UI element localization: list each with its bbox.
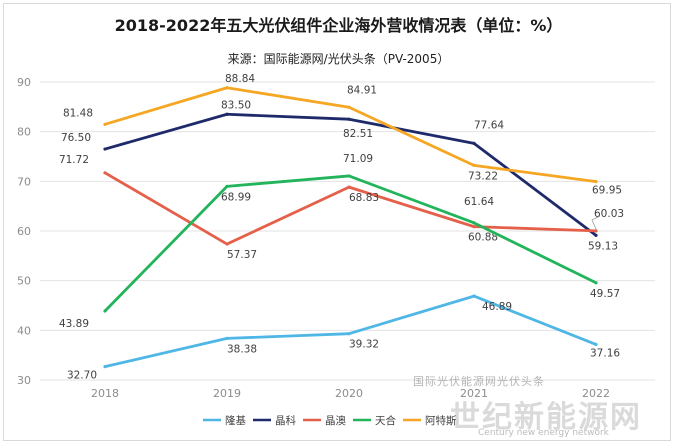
data-label: 68.99 <box>221 191 251 203</box>
legend-label: 隆基 <box>225 414 246 427</box>
data-point <box>103 147 107 151</box>
data-label: 73.22 <box>468 170 498 182</box>
data-label: 46.89 <box>482 301 512 313</box>
data-label: 60.88 <box>468 232 498 244</box>
data-label: 69.95 <box>592 185 622 197</box>
y-tick-label: 30 <box>17 374 31 387</box>
x-tick-label: 2022 <box>582 387 610 400</box>
chart-title: 2018-2022年五大光伏组件企业海外营收情况表（单位：%） <box>114 16 563 35</box>
data-label: 71.72 <box>59 154 89 166</box>
data-label: 82.51 <box>343 128 373 140</box>
y-tick-label: 80 <box>17 126 31 139</box>
watermark-tagline: Century new energy network <box>478 428 609 438</box>
data-point <box>347 332 351 336</box>
y-tick-label: 70 <box>17 175 31 188</box>
data-label: 38.38 <box>227 343 257 355</box>
data-label: 59.13 <box>588 240 618 252</box>
data-label: 77.64 <box>474 119 504 131</box>
x-tick-label: 2021 <box>460 387 488 400</box>
leader-line <box>591 215 601 230</box>
data-label: 60.03 <box>594 208 624 220</box>
data-point <box>225 336 229 340</box>
data-point <box>472 294 476 298</box>
data-label: 39.32 <box>349 339 379 351</box>
data-label: 49.57 <box>590 288 620 300</box>
data-label: 83.50 <box>221 99 251 111</box>
data-point <box>594 281 598 285</box>
data-label: 68.83 <box>349 192 379 204</box>
legend-label: 阿特斯 <box>425 414 457 427</box>
legend-label: 晶澳 <box>325 414 346 427</box>
data-label: 71.09 <box>343 153 373 165</box>
data-point <box>347 105 351 109</box>
data-point <box>225 86 229 90</box>
data-label: 57.37 <box>227 249 257 261</box>
legend-label: 天合 <box>375 414 396 427</box>
data-point <box>594 342 598 347</box>
x-tick-label: 2019 <box>213 387 241 400</box>
chart-frame <box>3 3 671 441</box>
chart-subtitle: 来源：国际能源网/光伏头条（PV-2005） <box>227 52 450 66</box>
y-tick-label: 40 <box>17 324 31 337</box>
data-point <box>472 225 476 229</box>
data-point <box>103 171 107 175</box>
data-label: 84.91 <box>347 84 377 96</box>
x-tick-label: 2020 <box>335 387 363 400</box>
data-point <box>347 174 351 178</box>
data-point <box>225 112 229 116</box>
data-point <box>103 309 107 313</box>
data-point <box>225 184 229 188</box>
data-label: 32.70 <box>67 370 97 382</box>
data-point <box>472 141 476 145</box>
data-point <box>225 242 229 246</box>
data-label: 37.16 <box>590 347 620 359</box>
data-label: 81.48 <box>63 107 93 119</box>
watermark-logo: 世纪新能源网 <box>450 400 642 435</box>
series-line-0 <box>103 294 598 368</box>
data-label: 76.50 <box>61 132 91 144</box>
series-line-2 <box>103 171 598 246</box>
data-point <box>594 179 598 184</box>
data-label: 61.64 <box>464 196 494 208</box>
data-point <box>103 364 107 369</box>
data-point <box>103 122 107 126</box>
data-point <box>347 117 351 121</box>
legend-label: 晶科 <box>275 414 296 427</box>
data-point <box>594 233 598 237</box>
x-tick-label: 2018 <box>91 387 119 400</box>
data-label: 88.84 <box>225 73 255 85</box>
watermark-line1: 国际光伏能源网光伏头条 <box>413 375 545 388</box>
y-tick-label: 60 <box>17 225 31 238</box>
data-point <box>347 185 351 189</box>
data-label: 43.89 <box>59 318 89 330</box>
y-tick-label: 50 <box>17 275 31 288</box>
data-point <box>472 221 476 225</box>
data-point <box>594 229 598 233</box>
data-point <box>472 163 476 167</box>
y-tick-label: 90 <box>17 76 31 89</box>
